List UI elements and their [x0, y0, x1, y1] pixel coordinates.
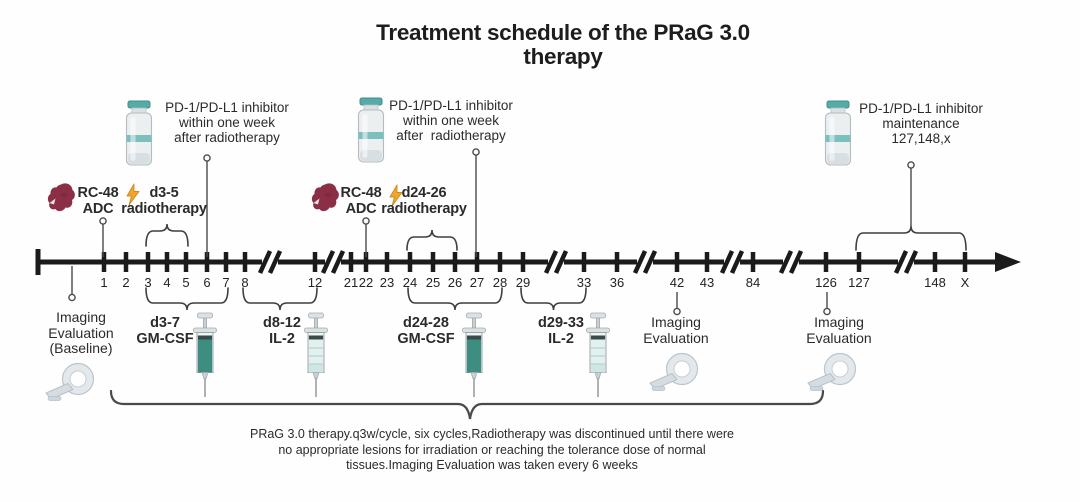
medicine-vial-icon [357, 97, 385, 163]
gmcsf-second-label: d24-28 GM-CSF [397, 315, 455, 347]
medicine-vial-icon [125, 100, 153, 166]
inhibitor-first-label: PD-1/PD-L1 inhibitor within one week aft… [165, 100, 289, 145]
adc-drug-icon [47, 183, 75, 212]
syringe-icon [304, 312, 328, 397]
timeline-day-label: 3 [144, 275, 152, 290]
timeline-day-label: 36 [609, 275, 625, 290]
timeline-day-label: 127 [848, 275, 870, 290]
gmcsf-first-label: d3-7 GM-CSF [136, 315, 194, 347]
connector-dot [99, 217, 107, 225]
syringe-icon [462, 312, 486, 397]
ct-scanner-icon [45, 362, 95, 401]
axis-break-icon [903, 250, 919, 274]
timeline-day-label: 26 [447, 275, 463, 290]
timeline-day-label: 27 [469, 275, 485, 290]
timeline-day-label: 4 [163, 275, 171, 290]
axis-break-icon [330, 250, 346, 274]
timeline-day-label: 21 [343, 275, 359, 290]
ct-scanner-icon [649, 352, 699, 391]
radiotherapy-second-label: d24-26 radiotherapy [381, 185, 467, 217]
lightning-bolt-icon [389, 184, 403, 207]
connector-dot [362, 217, 370, 225]
timeline-day-label: 126 [815, 275, 837, 290]
timeline-day-label: 12 [307, 275, 323, 290]
axis-break-icon [553, 250, 569, 274]
axis-break-icon [729, 250, 745, 274]
timeline-day-label: 148 [924, 275, 946, 290]
timeline-day-label: 24 [402, 275, 418, 290]
imaging-late-label: Imaging Evaluation [806, 314, 872, 346]
timeline-day-label: 22 [358, 275, 374, 290]
axis-break-icon [267, 250, 283, 274]
brace-down [145, 287, 229, 311]
adc-drug-icon [311, 183, 339, 212]
timeline-day-label: 25 [425, 275, 441, 290]
axis-break-icon [893, 250, 909, 274]
timeline-day-label: 29 [515, 275, 531, 290]
inhibitor-second-label: PD-1/PD-L1 inhibitor within one week aft… [389, 98, 513, 143]
axis-break-icon [642, 250, 658, 274]
timeline-day-label: 23 [379, 275, 395, 290]
brace-down [242, 287, 318, 311]
axis-break-icon [320, 250, 336, 274]
timeline-day-label: 28 [492, 275, 508, 290]
connector-dot [823, 307, 831, 316]
medicine-vial-icon [824, 100, 852, 166]
axis-break-icon [543, 250, 559, 274]
rc48-first-label: RC-48 ADC [77, 185, 119, 217]
connector-dot [203, 154, 211, 162]
axis-break-icon [778, 250, 794, 274]
timeline-day-label: 5 [182, 275, 190, 290]
lightning-bolt-icon [126, 183, 140, 206]
timeline-day-label: 7 [222, 275, 230, 290]
axis-break-icon [257, 250, 273, 274]
radiotherapy-first-label: d3-5 radiotherapy [121, 185, 207, 217]
axis-break-icon [632, 250, 648, 274]
axis-break-icon [788, 250, 804, 274]
brace-down [520, 287, 587, 311]
connector-dot [673, 307, 681, 316]
timeline-day-label: 84 [745, 275, 761, 290]
brace-down [407, 287, 503, 311]
imaging-baseline-label: Imaging Evaluation (Baseline) [48, 309, 114, 356]
connector-dot [907, 161, 915, 169]
il2-first-label: d8-12 IL-2 [263, 315, 301, 347]
brace-up [406, 229, 458, 251]
brace-up [145, 223, 189, 247]
inhibitor-maintenance-label: PD-1/PD-L1 inhibitor maintenance 127,148… [859, 101, 983, 146]
timeline-day-label: 2 [122, 275, 130, 290]
connector-dot [68, 293, 76, 302]
syringe-icon [193, 312, 217, 397]
imaging-mid-label: Imaging Evaluation [643, 314, 709, 346]
timeline-day-label: 6 [203, 275, 211, 290]
brace-up [855, 225, 967, 251]
timeline-day-label: 33 [576, 275, 592, 290]
timeline-day-label: 1 [100, 275, 108, 290]
connector-dot [472, 148, 480, 156]
timeline-day-label: 43 [699, 275, 715, 290]
axis-break-icon [719, 250, 735, 274]
figure-footnote: PRaG 3.0 therapy.q3w/cycle, six cycles,R… [249, 427, 735, 472]
timeline-day-label: 8 [241, 275, 249, 290]
arrowhead-icon [995, 252, 1021, 272]
page-title: Treatment schedule of the PRaG 3.0 thera… [376, 20, 750, 69]
timeline-day-label: X [960, 275, 970, 290]
il2-second-label: d29-33 IL-2 [538, 315, 584, 347]
overall-cycle-brace [109, 389, 825, 420]
ct-scanner-icon [807, 352, 857, 391]
rc48-second-label: RC-48 ADC [340, 185, 382, 217]
syringe-icon [586, 312, 610, 397]
timeline-day-label: 42 [669, 275, 685, 290]
